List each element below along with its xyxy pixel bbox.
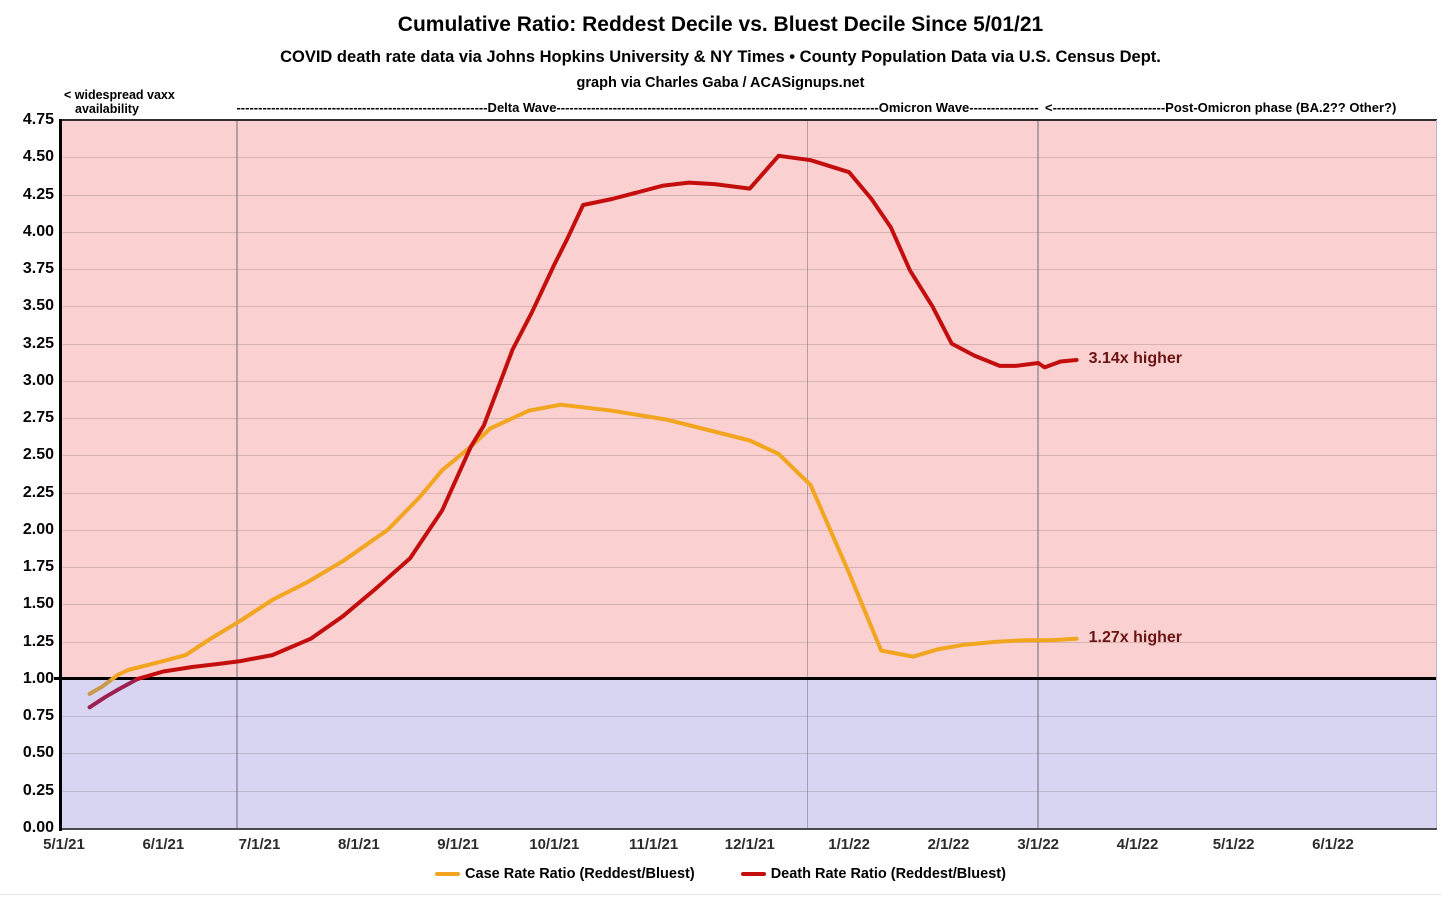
y-tick-label: 1.25 <box>22 632 54 650</box>
legend-item-death-rate: Death Rate Ratio (Reddest/Bluest) <box>740 866 1006 882</box>
vaxx-annotation-line1: < widespread vaxx <box>64 88 175 102</box>
gridline <box>62 380 1437 382</box>
omicron-wave-annotation: <----------------Omicron Wave-----------… <box>809 99 1039 116</box>
legend: Case Rate Ratio (Reddest/Bluest) Death R… <box>0 866 1441 882</box>
gridline <box>62 492 1437 494</box>
y-tick-label: 3.25 <box>22 334 54 352</box>
plot-right-border <box>1436 120 1437 828</box>
legend-label-death-rate: Death Rate Ratio (Reddest/Bluest) <box>770 866 1006 882</box>
gridline <box>62 120 1437 121</box>
gridline <box>62 641 1437 643</box>
x-tick-label: 5/1/22 <box>1212 836 1255 853</box>
delta-wave-annotation-text: <---------------------------------------… <box>237 100 807 115</box>
gridline <box>62 269 1437 271</box>
x-tick-label: 2/1/22 <box>927 836 970 853</box>
gridline <box>62 418 1437 420</box>
case-rate-swatch-icon <box>435 871 461 877</box>
y-axis-line <box>59 119 62 831</box>
x-tick-label: 9/1/21 <box>437 836 480 853</box>
y-tick-label: 0.50 <box>22 744 54 762</box>
post-omicron-annotation-text: <--------------------------Post-Omicron … <box>1045 100 1397 115</box>
gridline <box>62 343 1437 345</box>
x-tick-label: 4/1/22 <box>1116 836 1159 853</box>
x-tick-label: 3/1/22 <box>1017 836 1060 853</box>
phase-divider-line <box>236 120 238 828</box>
chart-subtitle: COVID death rate data via Johns Hopkins … <box>280 48 1161 66</box>
series-lines <box>87 153 1079 710</box>
y-tick-label: 1.75 <box>22 558 54 576</box>
x-tick-label: 6/1/22 <box>1312 836 1354 853</box>
y-tick-label: 2.50 <box>22 446 54 464</box>
gridline <box>62 529 1437 531</box>
unity-ratio-line <box>54 677 1437 681</box>
y-tick-label: 2.75 <box>22 409 54 427</box>
y-tick-label: 0.75 <box>22 707 54 725</box>
y-tick-label: 1.50 <box>22 595 54 613</box>
gridline <box>62 790 1437 792</box>
gridline <box>62 194 1437 196</box>
gridline <box>62 716 1437 718</box>
gridline <box>62 604 1437 606</box>
gridline <box>62 753 1437 755</box>
plot-top-border <box>62 119 1437 121</box>
gridline <box>62 567 1437 569</box>
legend-label-case-rate: Case Rate Ratio (Reddest/Bluest) <box>465 866 695 882</box>
phase-divider-line <box>1037 120 1039 828</box>
y-tick-label: 3.75 <box>22 260 54 278</box>
death-rate-end-label: 3.14x higher <box>1088 349 1182 367</box>
below-unity-band <box>62 678 1437 828</box>
footer-divider <box>0 894 1441 895</box>
plot-area <box>54 119 1437 828</box>
post-omicron-annotation: <--------------------------Post-Omicron … <box>1045 99 1435 116</box>
gridline <box>62 455 1437 457</box>
y-tick-label: 4.25 <box>22 185 54 203</box>
death-rate-line <box>87 153 1079 710</box>
x-axis-line <box>62 828 1437 831</box>
phase-divider-line <box>806 120 809 828</box>
y-tick-label: 4.50 <box>22 148 54 166</box>
y-tick-label: 2.00 <box>22 520 54 538</box>
x-tick-label: 12/1/21 <box>724 836 775 853</box>
above-unity-band <box>62 120 1437 679</box>
y-tick-label: 1.00 <box>22 669 54 687</box>
x-tick-label: 6/1/21 <box>142 836 185 853</box>
delta-wave-annotation: <---------------------------------------… <box>237 99 807 116</box>
y-tick-label: 3.00 <box>22 371 54 389</box>
case-rate-line <box>87 402 1079 696</box>
chart-credit: graph via Charles Gaba / ACASignups.net <box>576 75 865 91</box>
gridline <box>62 306 1437 308</box>
x-tick-label: 1/1/22 <box>828 836 870 853</box>
y-tick-label: 0.00 <box>22 819 54 836</box>
gridline <box>62 157 1437 159</box>
death-rate-swatch-icon <box>740 871 766 877</box>
x-tick-label: 11/1/21 <box>629 836 679 853</box>
x-tick-label: 10/1/21 <box>529 836 580 853</box>
page-title: Cumulative Ratio: Reddest Decile vs. Blu… <box>397 13 1044 36</box>
vaxx-annotation-line2: availability <box>75 101 139 116</box>
x-tick-label: 8/1/21 <box>337 836 380 853</box>
y-tick-label: 4.75 <box>22 111 54 128</box>
y-tick-label: 4.00 <box>22 222 54 240</box>
vaxx-availability-annotation: < widespread vaxx availability <box>64 88 175 116</box>
y-tick-label: 0.25 <box>22 781 54 799</box>
y-tick-label: 2.25 <box>22 483 54 501</box>
case-rate-end-label: 1.27x higher <box>1088 628 1182 646</box>
omicron-wave-annotation-text: <----------------Omicron Wave-----------… <box>809 100 1039 115</box>
x-tick-label: 7/1/21 <box>238 836 281 853</box>
x-tick-label: 5/1/21 <box>43 836 85 853</box>
y-tick-label: 3.50 <box>22 297 54 315</box>
legend-item-case-rate: Case Rate Ratio (Reddest/Bluest) <box>435 866 695 882</box>
gridline <box>62 231 1437 233</box>
